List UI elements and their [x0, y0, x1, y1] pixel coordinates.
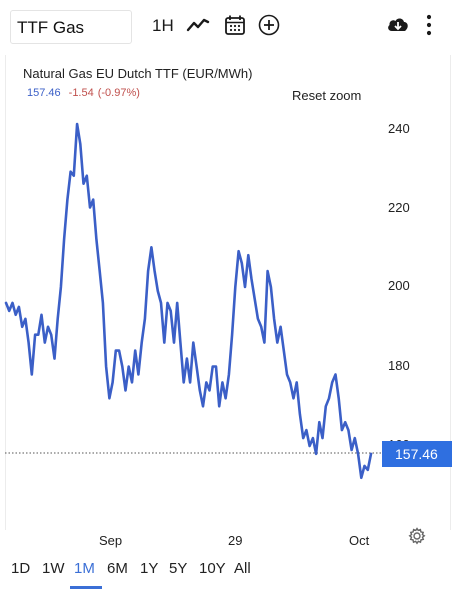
range-1y[interactable]: 1Y — [140, 560, 159, 577]
price-change: -1.54 — [68, 87, 94, 99]
line-style-icon[interactable] — [186, 17, 210, 33]
x-tick-label: Oct — [349, 533, 370, 548]
interval-selector[interactable]: 1H — [152, 16, 174, 35]
quote-summary: 157.46 -1.54 (-0.97%) — [27, 87, 140, 99]
range-1d[interactable]: 1D — [11, 560, 31, 577]
current-price-flag: 157.46 — [382, 441, 452, 467]
range-all[interactable]: All — [234, 560, 251, 577]
active-range-indicator — [70, 586, 102, 589]
reset-zoom-button[interactable]: Reset zoom — [292, 88, 362, 103]
range-1m[interactable]: 1M — [74, 560, 95, 577]
range-10y[interactable]: 10Y — [199, 560, 226, 577]
x-tick-label: 29 — [228, 533, 243, 548]
gear-icon[interactable] — [408, 527, 426, 545]
calendar-icon[interactable] — [224, 14, 246, 36]
range-5y[interactable]: 5Y — [169, 560, 188, 577]
price-series-line — [4, 122, 373, 480]
chart-panel[interactable] — [5, 55, 451, 530]
chart-toolbar: TTF Gas 1H — [0, 0, 470, 50]
chart-title: Natural Gas EU Dutch TTF (EUR/MWh) — [23, 66, 253, 81]
download-icon[interactable] — [386, 15, 410, 35]
range-1w[interactable]: 1W — [42, 560, 65, 577]
price-change-percent: (-0.97%) — [97, 87, 140, 99]
more-vertical-icon[interactable] — [424, 13, 434, 37]
y-tick-label: 200 — [388, 278, 410, 293]
add-indicator-icon[interactable] — [258, 14, 280, 36]
y-tick-label: 240 — [388, 121, 410, 136]
y-tick-label: 180 — [388, 358, 410, 373]
last-price: 157.46 — [27, 87, 61, 99]
y-tick-label: 220 — [388, 200, 410, 215]
x-tick-label: Sep — [99, 533, 123, 548]
range-selector: 1D 1W 1M 6M 1Y 5Y 10Y All — [0, 552, 470, 592]
range-6m[interactable]: 6M — [107, 560, 128, 577]
symbol-input[interactable]: TTF Gas — [10, 10, 132, 44]
